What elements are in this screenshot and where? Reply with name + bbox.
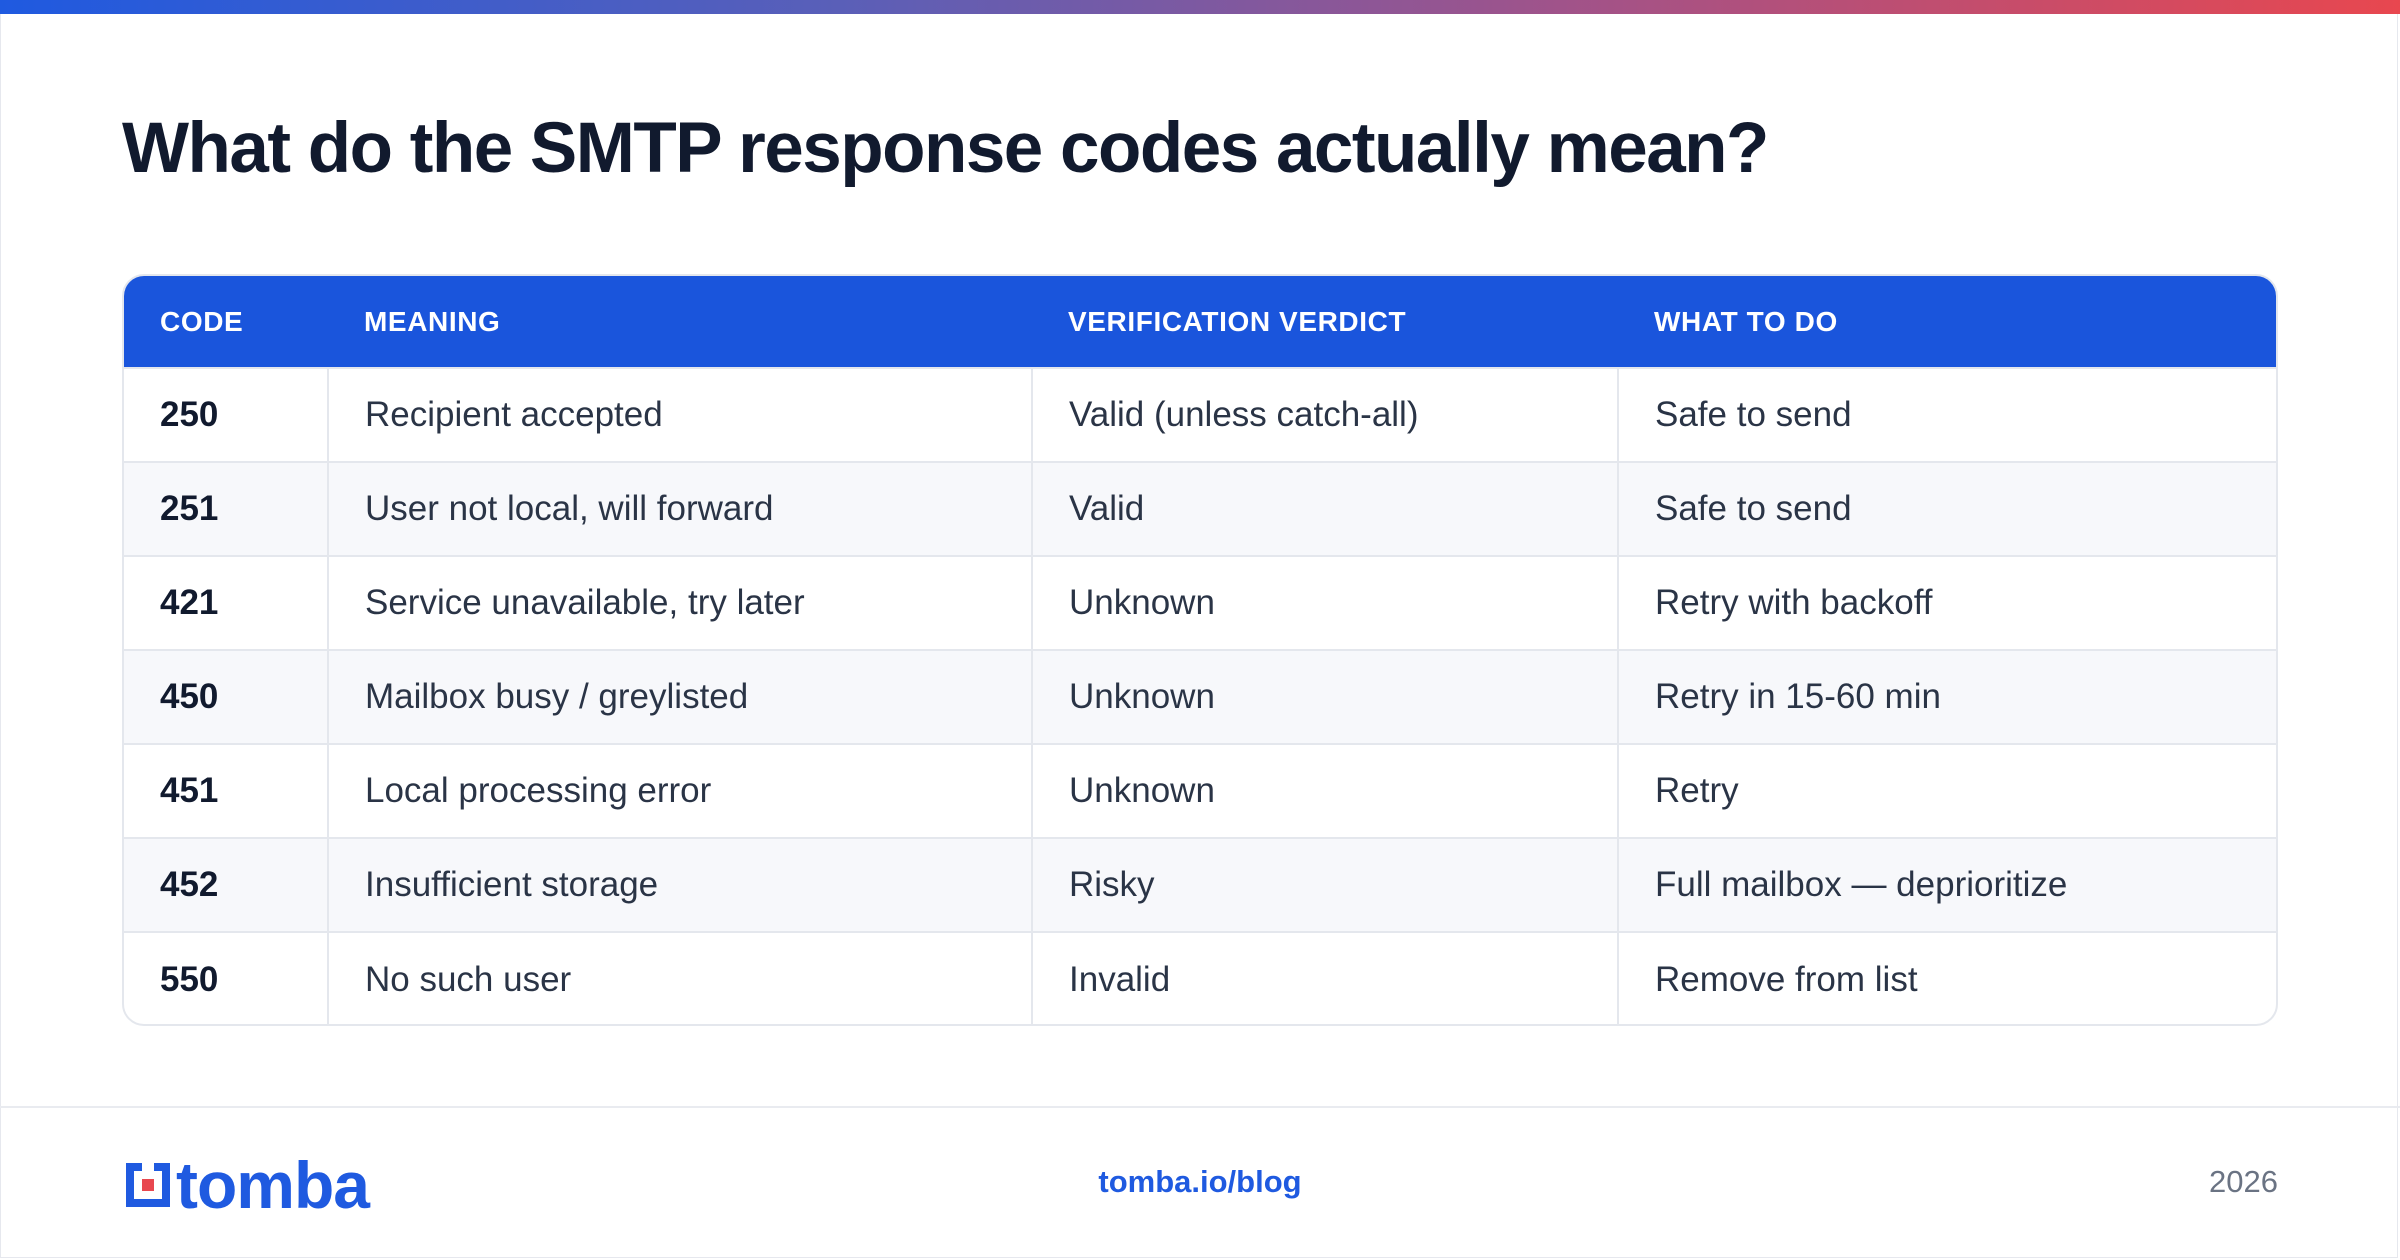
cell-action: Retry with backoff [1617,555,2276,650]
cell-verdict: Unknown [1031,743,1618,838]
tomba-logo: tomba [122,1148,370,1222]
tomba-logo-mark-icon [126,1159,170,1207]
cell-meaning: Service unavailable, try later [327,555,1032,650]
cell-action: Retry [1617,743,2276,838]
cell-meaning: Insufficient storage [327,837,1032,932]
cell-code: 452 [124,837,328,932]
smtp-codes-table: CODE MEANING VERIFICATION VERDICT WHAT T… [122,274,2278,1026]
cell-action: Full mailbox — deprioritize [1617,837,2276,932]
cell-code: 550 [124,931,328,1024]
cell-action: Safe to send [1617,367,2276,462]
page-title: What do the SMTP response codes actually… [122,109,1769,188]
cell-action: Retry in 15-60 min [1617,649,2276,744]
header-what-to-do: WHAT TO DO [1654,305,1838,337]
table-row: 450 Mailbox busy / greylisted Unknown Re… [124,649,2276,744]
table-row: 550 No such user Invalid Remove from lis… [124,931,2276,1024]
table-row: 452 Insufficient storage Risky Full mail… [124,837,2276,932]
cell-code: 251 [124,461,328,556]
cell-code: 421 [124,555,328,650]
cell-meaning: Recipient accepted [327,367,1032,462]
cell-meaning: Local processing error [327,743,1032,838]
logo-wordmark: tomba [176,1148,370,1222]
footer-year: 2026 [2209,1164,2278,1199]
table-row: 421 Service unavailable, try later Unkno… [124,555,2276,650]
header-meaning: MEANING [364,305,501,337]
gradient-top-bar [0,0,2400,14]
cell-meaning: User not local, will forward [327,461,1032,556]
cell-code: 451 [124,743,328,838]
header-code: CODE [160,305,244,337]
cell-verdict: Unknown [1031,555,1618,650]
table-row: 451 Local processing error Unknown Retry [124,743,2276,838]
cell-meaning: Mailbox busy / greylisted [327,649,1032,744]
cell-verdict: Invalid [1031,931,1618,1024]
footer-divider [0,1106,2400,1108]
cell-meaning: No such user [327,931,1032,1024]
table-row: 250 Recipient accepted Valid (unless cat… [124,367,2276,462]
cell-code: 250 [124,367,328,462]
cell-code: 450 [124,649,328,744]
cell-action: Remove from list [1617,931,2276,1024]
header-verification-verdict: VERIFICATION VERDICT [1068,305,1407,337]
table-header-row: CODE MEANING VERIFICATION VERDICT WHAT T… [124,276,2276,368]
table-row: 251 User not local, will forward Valid S… [124,461,2276,556]
cell-verdict: Valid (unless catch-all) [1031,367,1618,462]
cell-verdict: Valid [1031,461,1618,556]
cell-verdict: Risky [1031,837,1618,932]
footer-blog-link[interactable]: tomba.io/blog [1098,1164,1302,1199]
cell-verdict: Unknown [1031,649,1618,744]
cell-action: Safe to send [1617,461,2276,556]
